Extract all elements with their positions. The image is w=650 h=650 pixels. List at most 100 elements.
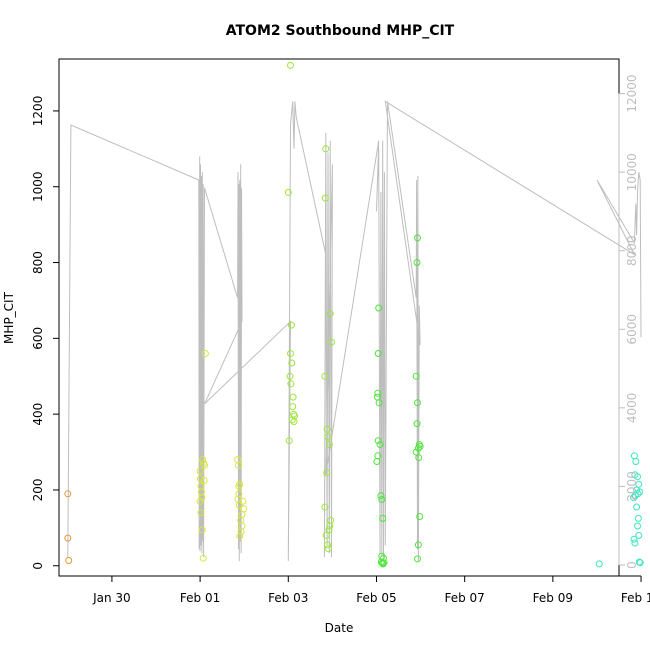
data-point-4-18	[636, 559, 644, 567]
data-point-2-23	[321, 503, 329, 511]
data-point-2-4	[288, 359, 296, 367]
data-point-1-1	[197, 475, 204, 483]
data-point-1-4	[196, 497, 204, 505]
data-point-1-5	[197, 509, 205, 517]
data-point-3-29	[414, 555, 421, 563]
y-tick-label-1: 200	[31, 479, 45, 502]
data-point-1-15	[235, 461, 242, 469]
data-point-1-22	[237, 528, 245, 536]
data-point-1-24	[239, 497, 247, 505]
data-point-1-13	[200, 477, 208, 484]
data-point-3-22	[413, 420, 421, 428]
data-point-4-0	[595, 560, 603, 568]
data-point-3-1	[374, 350, 382, 357]
y2-tick-label-4: 8000	[625, 235, 639, 266]
data-point-3-0	[375, 304, 383, 312]
data-point-1-10	[201, 350, 209, 357]
data-point-2-15	[321, 194, 329, 202]
y2-tick-label-2: 4000	[625, 393, 639, 424]
data-point-3-5	[374, 437, 382, 445]
line-series-group	[67, 100, 642, 562]
y2-tick-label-1: 2000	[625, 471, 639, 502]
data-point-0-1	[64, 534, 72, 542]
data-point-2-24	[327, 516, 335, 524]
data-point-3-14	[377, 558, 385, 566]
data-point-3-20	[412, 372, 420, 380]
y-tick-label-3: 600	[31, 327, 45, 350]
data-point-2-16	[326, 310, 334, 318]
data-point-1-27	[238, 511, 246, 519]
data-point-3-19	[413, 259, 421, 266]
data-point-2-18	[321, 372, 329, 380]
data-point-3-18	[414, 234, 421, 242]
points-group	[64, 61, 644, 568]
x-tick-label-0: Jan 30	[92, 591, 131, 605]
data-point-4-16	[631, 539, 639, 547]
x-tick-label-6: Feb 11	[621, 591, 650, 605]
data-point-1-23	[236, 532, 244, 540]
y2-tick-label-0: 0	[625, 561, 639, 569]
data-point-2-6	[287, 380, 295, 388]
data-point-3-16	[379, 560, 387, 568]
data-point-3-17	[380, 559, 388, 567]
y-tick-label-4: 800	[31, 251, 45, 274]
data-point-1-6	[198, 526, 206, 534]
data-point-2-7	[289, 403, 297, 411]
plot-frame	[58, 58, 620, 577]
data-point-2-14	[322, 145, 330, 153]
x-axis-label: Date	[325, 621, 354, 635]
x-tick-label-4: Feb 07	[444, 591, 484, 605]
data-point-3-28	[414, 541, 422, 549]
data-point-4-12	[634, 514, 642, 522]
data-point-4-11	[633, 503, 641, 511]
data-point-4-1	[630, 452, 638, 460]
data-point-3-25	[416, 442, 424, 450]
y2-tick-label-6: 12000	[625, 74, 639, 112]
data-point-2-28	[324, 541, 331, 549]
data-point-4-14	[635, 531, 643, 539]
data-point-1-19	[235, 501, 243, 509]
data-point-4-10	[631, 492, 639, 500]
data-point-2-29	[324, 545, 332, 553]
y-tick-label-5: 1000	[31, 171, 45, 202]
data-point-4-9	[630, 494, 638, 501]
data-point-2-20	[324, 433, 332, 441]
x-tick-label-2: Feb 03	[268, 591, 308, 605]
data-point-2-0	[287, 61, 294, 69]
data-point-0-0	[64, 490, 72, 498]
data-point-4-13	[634, 522, 641, 530]
data-point-1-9	[199, 554, 207, 562]
y-tick-label-0: 0	[31, 562, 45, 570]
data-point-3-9	[377, 492, 385, 500]
data-point-3-26	[415, 454, 423, 462]
data-point-4-8	[636, 488, 644, 496]
y2-tick-label-5: 10000	[625, 153, 639, 191]
data-point-2-19	[323, 425, 331, 433]
data-point-1-0	[196, 467, 204, 475]
data-point-3-11	[379, 514, 387, 522]
data-point-3-2	[374, 389, 382, 397]
x-tick-label-3: Feb 05	[356, 591, 396, 605]
data-point-2-13	[289, 393, 297, 401]
x-tick-label-5: Feb 09	[533, 591, 573, 605]
data-point-3-4	[375, 399, 383, 407]
data-point-4-2	[632, 458, 640, 465]
data-point-1-11	[199, 456, 207, 464]
data-point-2-27	[322, 531, 330, 539]
data-point-3-8	[373, 458, 381, 465]
chart-title: ATOM2 Southbound MHP_CIT	[226, 23, 455, 39]
data-point-2-22	[323, 469, 331, 477]
data-point-2-3	[287, 350, 294, 357]
data-point-3-6	[376, 441, 384, 448]
data-point-3-21	[414, 399, 421, 407]
data-point-3-24	[414, 444, 422, 452]
data-point-3-10	[378, 495, 386, 503]
data-point-2-11	[288, 416, 296, 424]
data-point-1-26	[235, 490, 243, 498]
data-point-1-17	[235, 482, 243, 490]
y2-tick-label-3: 6000	[625, 314, 639, 345]
data-point-2-21	[325, 441, 333, 448]
data-point-2-17	[328, 338, 335, 346]
data-point-4-4	[634, 473, 641, 481]
